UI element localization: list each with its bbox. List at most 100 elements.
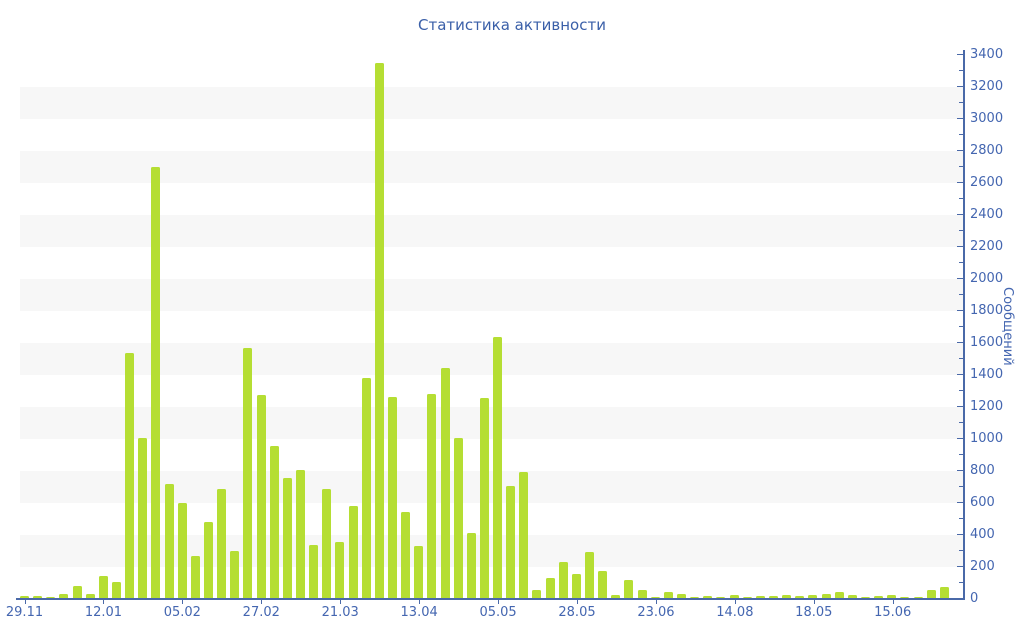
y-minor-tick <box>959 486 963 487</box>
bar <box>519 472 529 599</box>
x-tick <box>813 600 815 604</box>
bar <box>821 593 831 599</box>
y-minor-tick <box>959 582 963 583</box>
y-minor-tick <box>959 262 963 263</box>
y-major-tick <box>957 246 963 247</box>
y-major-tick <box>957 54 963 55</box>
y-major-tick <box>957 150 963 151</box>
x-axis: 29.11 12.01 05.02 27.02 21.03 13.04 05.05 28.05… <box>6 600 963 630</box>
y-tick-label: 200 <box>970 559 995 574</box>
y-major-tick <box>957 438 963 439</box>
y-tick-label: 3200 <box>970 79 1004 94</box>
y-tick-label: 3000 <box>970 111 1004 126</box>
bar <box>138 437 148 599</box>
bar <box>677 594 687 599</box>
bar <box>256 395 266 599</box>
bar <box>243 348 253 599</box>
bar <box>466 532 476 599</box>
y-tick-label: 800 <box>970 463 995 478</box>
bar <box>887 595 897 599</box>
bar <box>427 394 437 599</box>
bar <box>532 590 542 599</box>
y-major-tick <box>957 86 963 87</box>
bar <box>361 377 371 599</box>
bar <box>900 596 910 599</box>
bar <box>72 586 82 599</box>
bar <box>795 596 805 599</box>
x-tick <box>340 600 342 604</box>
x-tick <box>182 600 184 604</box>
y-minor-tick <box>959 294 963 295</box>
bar <box>690 596 700 599</box>
bar <box>98 576 108 599</box>
x-tick-label: 27.02 <box>242 605 280 620</box>
bar <box>164 484 174 599</box>
bar <box>111 582 121 599</box>
y-major-tick <box>957 502 963 503</box>
bar <box>374 63 384 599</box>
y-minor-tick <box>959 454 963 455</box>
y-tick-label: 2600 <box>970 175 1004 190</box>
bar <box>545 578 555 599</box>
bar <box>453 437 463 599</box>
bar <box>624 580 634 599</box>
bar <box>847 595 857 599</box>
x-tick-label: 05.05 <box>479 605 517 620</box>
bar <box>203 522 213 599</box>
bar <box>506 485 516 599</box>
y-major-tick <box>957 470 963 471</box>
y-major-tick <box>957 342 963 343</box>
y-tick-label: 1000 <box>970 431 1004 446</box>
x-tick <box>577 600 578 604</box>
y-axis-title: Сообщений <box>1000 287 1015 366</box>
y-major-tick <box>957 406 963 407</box>
x-tick <box>734 600 736 604</box>
bar <box>295 470 305 599</box>
bar <box>85 593 95 599</box>
y-minor-tick <box>959 198 963 199</box>
bar <box>703 596 713 599</box>
x-tick <box>24 600 26 604</box>
bar <box>20 596 29 599</box>
bar <box>716 596 726 599</box>
bar <box>125 352 135 599</box>
chart-title: Статистика активности <box>418 16 606 34</box>
bar <box>493 336 503 599</box>
plot-area <box>20 55 963 599</box>
bar <box>769 596 779 599</box>
x-tick-label: 18.05 <box>795 605 833 620</box>
bar <box>414 545 424 599</box>
y-minor-tick <box>959 102 963 103</box>
x-tick-label: 14.08 <box>716 605 754 620</box>
x-tick-label: 21.03 <box>321 605 359 620</box>
bar <box>282 478 292 599</box>
x-tick <box>655 600 657 604</box>
x-tick-label: 05.02 <box>163 605 201 620</box>
bar <box>190 556 200 599</box>
bar <box>663 592 673 599</box>
bar <box>571 573 581 599</box>
y-tick-label: 1400 <box>970 367 1004 382</box>
x-tick <box>103 600 105 604</box>
y-minor-tick <box>959 70 963 71</box>
bar <box>782 595 792 599</box>
bar <box>401 512 411 599</box>
y-tick-label: 1200 <box>970 399 1004 414</box>
bar <box>348 506 358 599</box>
bar <box>611 595 621 599</box>
bar <box>742 596 752 599</box>
y-tick-label: 3400 <box>970 47 1004 62</box>
x-tick-label: 13.04 <box>400 605 438 620</box>
y-minor-tick <box>959 358 963 359</box>
y-tick-label: 2200 <box>970 239 1004 254</box>
bar <box>926 590 936 599</box>
y-major-tick <box>957 310 963 311</box>
x-tick-label: 28.05 <box>558 605 596 620</box>
bar <box>808 595 818 599</box>
y-tick-label: 2400 <box>970 207 1004 222</box>
y-minor-tick <box>959 134 963 135</box>
x-tick-label: 15.06 <box>874 605 912 620</box>
bar <box>861 596 870 599</box>
y-major-tick <box>957 118 963 119</box>
bar <box>46 596 56 599</box>
